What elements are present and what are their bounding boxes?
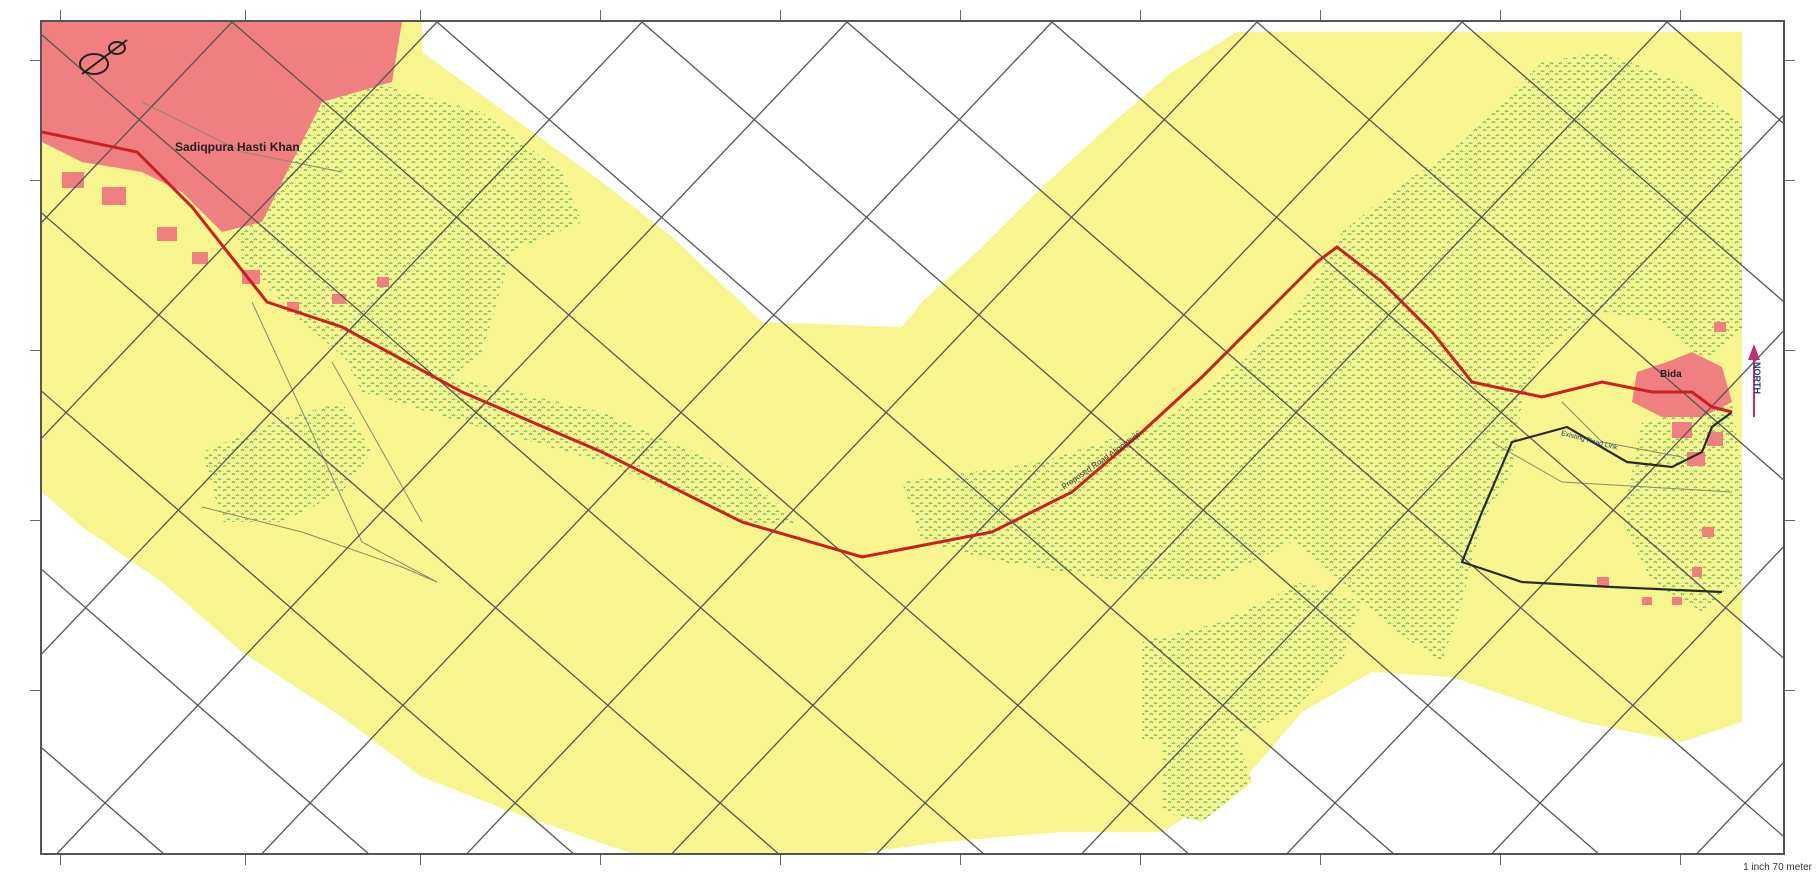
frame-tick xyxy=(960,10,961,20)
grid-line xyxy=(56,22,848,853)
grid-line xyxy=(1256,22,1783,481)
frame-tick xyxy=(30,520,40,521)
settlement-areas xyxy=(42,22,1732,605)
frame-tick xyxy=(1140,855,1141,865)
frame-tick xyxy=(1785,520,1795,521)
grid-line xyxy=(1461,22,1783,302)
map-canvas[interactable] xyxy=(42,22,1785,855)
place-label-start: Sadiqpura Hasti Khan xyxy=(175,140,300,154)
grid-line xyxy=(42,22,438,439)
frame-tick xyxy=(1785,60,1795,61)
frame-tick xyxy=(780,855,781,865)
north-arrow xyxy=(1748,344,1760,417)
survey-grid xyxy=(42,22,1783,853)
frame-tick xyxy=(780,10,781,20)
frame-tick xyxy=(1140,10,1141,20)
grid-line xyxy=(671,22,1463,853)
frame-tick xyxy=(1500,10,1501,20)
compass-rose-icon xyxy=(79,39,128,75)
grid-line xyxy=(846,22,1783,837)
frame-tick xyxy=(1785,690,1795,691)
scale-note: 1 inch 70 meter xyxy=(1743,862,1812,873)
frame-tick xyxy=(30,690,40,691)
frame-tick xyxy=(245,10,246,20)
frame-tick xyxy=(420,10,421,20)
map-frame: Sadiqpura Hasti Khan Bida Proposed Road … xyxy=(40,20,1785,855)
frame-tick xyxy=(30,180,40,181)
grid-line xyxy=(1081,114,1783,853)
grid-line xyxy=(1051,22,1783,659)
frame-tick xyxy=(600,855,601,865)
frame-tick xyxy=(1785,350,1795,351)
frame-tick xyxy=(600,10,601,20)
frame-tick xyxy=(1320,855,1321,865)
grid-line xyxy=(436,22,1394,853)
grid-line xyxy=(42,34,984,853)
grid-line xyxy=(876,22,1668,853)
field-tracks xyxy=(141,101,1733,583)
grid-line xyxy=(42,390,574,853)
grid-line xyxy=(42,568,369,853)
grid-line xyxy=(42,22,643,655)
frame-tick xyxy=(245,855,246,865)
frame-tick xyxy=(1320,10,1321,20)
proposed-road-alignment[interactable] xyxy=(42,130,1733,559)
grid-line xyxy=(42,22,233,223)
frame-tick xyxy=(1680,10,1681,20)
north-arrow-label: NORTH xyxy=(1752,362,1762,394)
grid-line xyxy=(1286,330,1783,853)
grid-line xyxy=(1491,546,1783,853)
grid-line xyxy=(466,22,1258,853)
grid-line xyxy=(42,212,779,853)
place-label-end: Bida xyxy=(1660,369,1682,380)
frame-tick xyxy=(30,60,40,61)
frame-tick xyxy=(30,350,40,351)
frame-tick xyxy=(60,10,61,20)
frame-tick xyxy=(420,855,421,865)
frame-tick xyxy=(1680,855,1681,865)
existing-road-link[interactable] xyxy=(1460,411,1733,594)
frame-tick xyxy=(60,855,61,865)
grid-line xyxy=(641,22,1599,853)
frame-tick xyxy=(1785,180,1795,181)
grid-line xyxy=(261,22,1053,853)
grid-line xyxy=(231,22,1189,853)
frame-tick xyxy=(960,855,961,865)
frame-tick xyxy=(1500,855,1501,865)
